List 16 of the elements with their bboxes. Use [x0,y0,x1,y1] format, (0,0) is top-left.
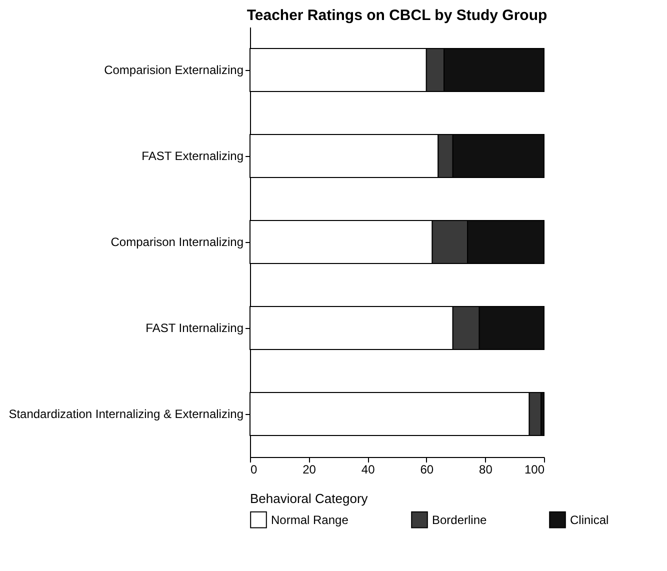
y-tick-label: FAST Externalizing [142,149,244,163]
y-tick-label: Comparison Internalizing [110,235,244,249]
y-tick-label: Standardization Internalizing & Externalizing [8,407,244,421]
legend-label: Normal Range [271,512,349,527]
legend-label: Clinical [570,512,609,527]
x-tick-label: 40 [361,462,376,476]
x-tick-label: 60 [420,462,434,476]
x-tick-label: 20 [302,462,316,476]
chart-title: Teacher Ratings on CBCL by Study Group [246,7,548,24]
legend-label: Borderline [432,512,488,527]
y-tick-label: Comparision Externalizing [104,63,244,77]
x-tick-label: 0 [250,462,258,476]
y-tick-label: FAST Internalizing [146,321,244,335]
x-tick-label: 100 [524,462,545,476]
legend-title: Behavioral Category [250,491,368,506]
x-tick-label: 80 [479,462,493,476]
